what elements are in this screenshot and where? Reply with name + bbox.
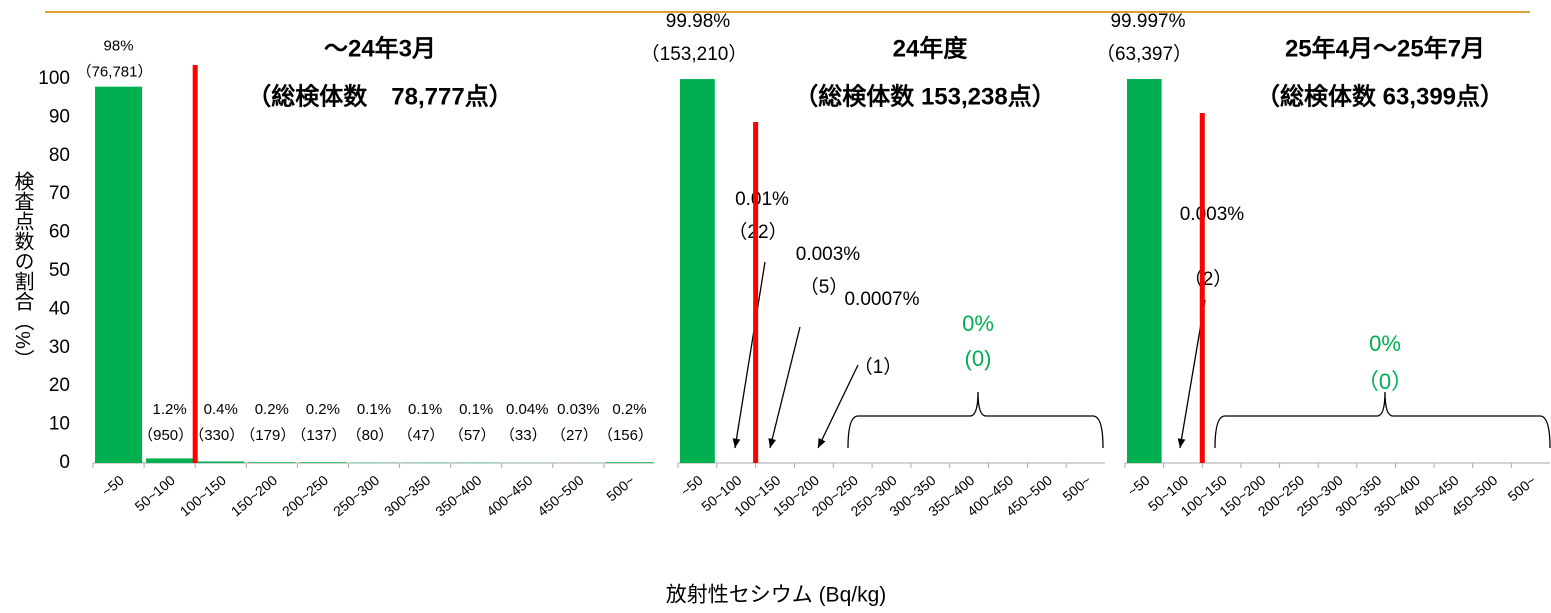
panel-subtitle: （総検体数 63,399点） (1256, 82, 1504, 110)
value-label: 0.2% (255, 401, 289, 418)
count-label: （1） (854, 356, 903, 378)
x-tick-label: 500~ (603, 472, 637, 505)
arrow (817, 364, 859, 449)
y-tick-label: 90 (49, 106, 70, 127)
panel-title: 25年4月～25年7月 (1285, 34, 1485, 62)
count-label: （63,397） (1096, 43, 1192, 65)
group-brace (1214, 391, 1551, 449)
value-label: 0.003% (1180, 204, 1245, 225)
group-count-label: （0） (1357, 369, 1413, 394)
x-tick-label: 50~100 (132, 472, 179, 515)
value-label: 0.1% (459, 401, 493, 418)
count-label: （950） (138, 427, 193, 444)
y-tick-label: 50 (49, 260, 70, 281)
panel-subtitle: （総検体数 153,238点） (794, 82, 1055, 110)
count-label: （137） (291, 427, 346, 444)
value-label: 99.98% (666, 11, 731, 32)
value-label: 1.2% (153, 401, 187, 418)
arrow (734, 261, 766, 449)
y-tick-label: 10 (49, 414, 70, 435)
y-axis-label: 検査点数の割合（%） (11, 171, 34, 369)
count-label: （76,781） (77, 64, 153, 81)
value-label: 0.03% (557, 401, 600, 418)
y-tick-label: 0 (59, 452, 70, 473)
y-tick-label: 30 (49, 337, 70, 358)
x-tick-label: 250~300 (330, 472, 382, 520)
bar (95, 86, 143, 464)
value-label: 0.04% (506, 401, 549, 418)
x-tick-label: 500~ (1059, 472, 1093, 505)
arrow-head (1177, 438, 1186, 448)
x-tick-label: 200~250 (279, 472, 331, 520)
arrow-head (818, 438, 826, 448)
group-count-label: (0) (965, 346, 992, 371)
value-label: 98% (104, 38, 134, 55)
panel-title: ～24年3月 (324, 34, 436, 62)
value-label: 0.1% (357, 401, 391, 418)
value-label: 0.0007% (844, 289, 919, 310)
bar (146, 458, 194, 463)
count-label: （153,210） (641, 43, 748, 65)
y-tick-label: 100 (38, 68, 70, 89)
x-tick-label: 450~500 (534, 472, 586, 520)
panel-title: 24年度 (893, 34, 969, 62)
x-tick-label: 350~400 (432, 472, 484, 520)
arrow (769, 326, 801, 449)
x-tick-label: 500~ (1505, 472, 1539, 505)
y-tick-label: 60 (49, 222, 70, 243)
x-tick-label: 300~350 (381, 472, 433, 520)
count-label: （179） (240, 427, 295, 444)
arrow-head (732, 438, 741, 448)
x-axis-label: 放射性セシウム (Bq/kg) (666, 584, 887, 607)
bar (680, 79, 715, 464)
count-label: （33） (500, 427, 547, 444)
bar (605, 462, 653, 463)
count-label: （330） (189, 427, 244, 444)
value-label: 0.01% (735, 189, 789, 210)
value-label: 0.2% (612, 401, 646, 418)
bar (248, 462, 296, 463)
count-label: （156） (598, 427, 653, 444)
value-label: 99.997% (1110, 11, 1185, 32)
bar (197, 461, 245, 463)
x-tick-label: ~50 (677, 472, 706, 500)
y-tick-label: 70 (49, 183, 70, 204)
group-value-label: 0% (1369, 331, 1401, 356)
bar (299, 462, 347, 463)
x-tick-label: 150~200 (228, 472, 280, 520)
count-label: （80） (347, 427, 394, 444)
x-tick-label: ~50 (98, 472, 127, 500)
count-label: （57） (449, 427, 496, 444)
count-label: （5） (800, 276, 849, 298)
count-label: （47） (398, 427, 445, 444)
y-tick-label: 20 (49, 375, 70, 396)
y-tick-label: 80 (49, 145, 70, 166)
x-tick-label: ~50 (1124, 472, 1153, 500)
group-value-label: 0% (962, 311, 994, 336)
count-label: （27） (551, 427, 598, 444)
value-label: 0.003% (796, 244, 861, 265)
bar (1127, 79, 1162, 463)
y-tick-label: 40 (49, 298, 70, 319)
group-brace (847, 391, 1104, 449)
value-label: 0.4% (204, 401, 238, 418)
x-tick-label: 100~150 (177, 472, 229, 520)
arrow-head (768, 438, 776, 448)
value-label: 0.1% (408, 401, 442, 418)
count-label: （2） (1184, 268, 1233, 290)
panel-subtitle: （総検体数 78,777点） (247, 82, 512, 110)
x-tick-label: 400~450 (483, 472, 535, 520)
value-label: 0.2% (306, 401, 340, 418)
